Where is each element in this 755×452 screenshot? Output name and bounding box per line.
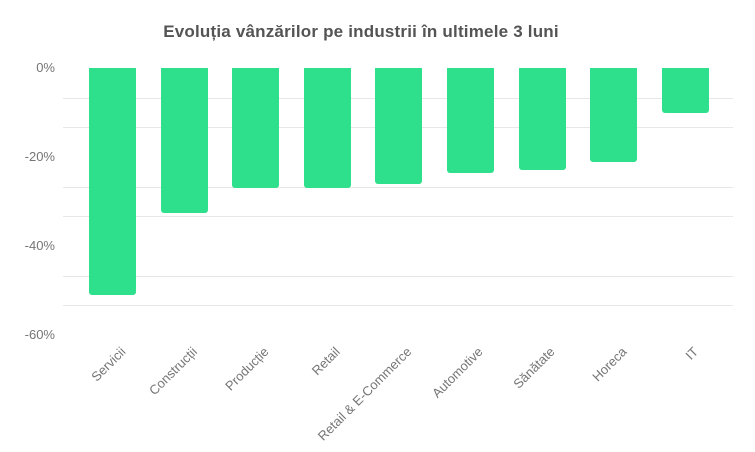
x-axis-category-label: Retail — [308, 344, 343, 379]
bar-producție[interactable] — [232, 68, 280, 189]
y-axis-tick-label: 0% — [36, 60, 55, 75]
bar-servicii[interactable] — [89, 68, 136, 295]
x-axis-category-label: Construcții — [145, 344, 200, 399]
bar-retail-and-e-commerce[interactable] — [375, 68, 423, 184]
bar-automotive[interactable] — [447, 68, 494, 173]
bar-retail[interactable] — [303, 68, 351, 189]
y-axis-tick-label: -60% — [24, 327, 55, 342]
minor-gridline — [63, 276, 733, 277]
x-axis-category-label: Automotive — [429, 344, 487, 401]
x-axis-category-label: Horeca — [589, 344, 630, 385]
y-axis-tick-label: -40% — [24, 238, 55, 253]
bar-sănătate[interactable] — [518, 68, 566, 171]
x-axis-category-label: Producție — [221, 344, 272, 394]
bar-horeca[interactable] — [590, 68, 638, 162]
minor-gridline — [63, 305, 733, 306]
bar-construcții[interactable] — [160, 68, 208, 213]
chart-title: Evoluția vânzărilor pe industrii în ulti… — [163, 22, 559, 41]
minor-gridline — [63, 216, 733, 217]
minor-gridline — [63, 187, 733, 188]
x-axis-category-label: Sănătate — [510, 344, 558, 392]
bar-it[interactable] — [661, 68, 709, 113]
x-axis-category-label: IT — [682, 344, 701, 363]
y-axis-tick-label: -20% — [24, 149, 55, 164]
x-axis-category-label: Servicii — [87, 344, 129, 385]
